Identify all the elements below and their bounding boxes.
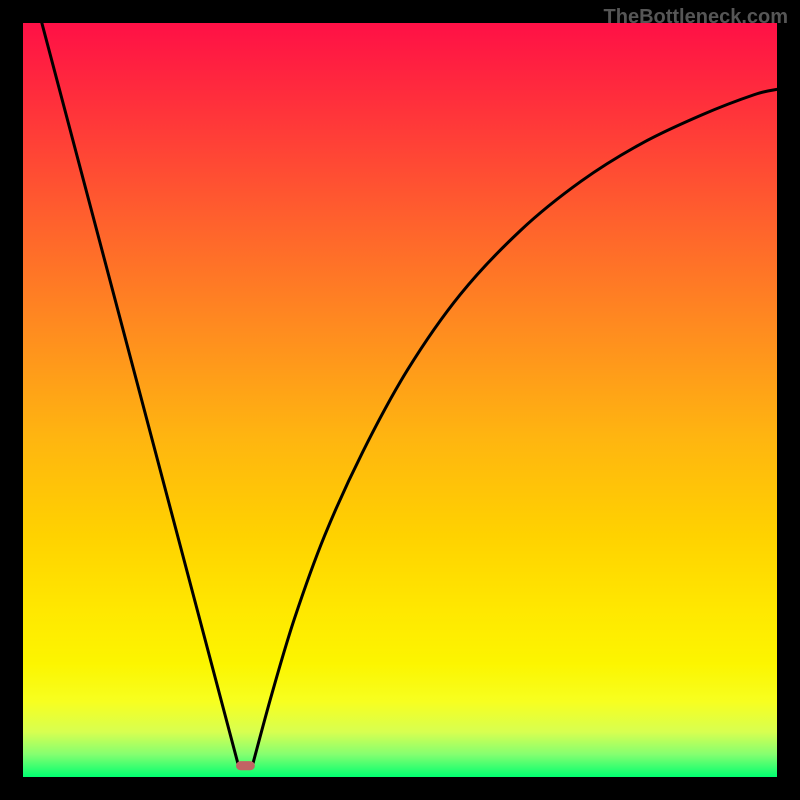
- bottleneck-chart: [0, 0, 800, 800]
- bottleneck-marker: [236, 761, 255, 770]
- chart-frame: TheBottleneck.com: [0, 0, 800, 800]
- gradient-background: [23, 23, 777, 777]
- watermark-text: TheBottleneck.com: [604, 6, 788, 29]
